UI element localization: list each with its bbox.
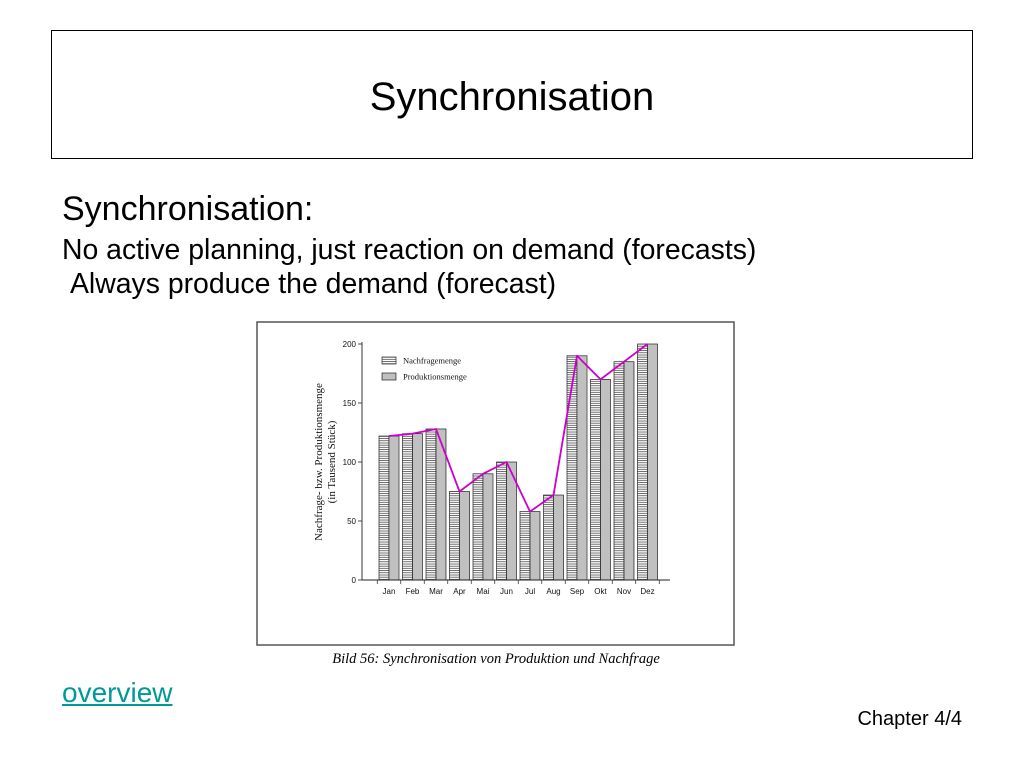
y-axis-label: Nachfrage- bzw. Produktionsmenge: [313, 383, 325, 541]
bar-produktionsmenge: [623, 361, 635, 581]
x-tick-label: Nov: [617, 587, 631, 596]
x-tick-label: Dez: [640, 587, 654, 596]
x-tick-label: Apr: [453, 587, 466, 596]
x-tick-label: Mai: [477, 587, 490, 596]
y-tick-label: 0: [352, 576, 357, 585]
section-heading: Synchronisation:: [62, 190, 314, 228]
bar-nachfragemenge: [590, 379, 601, 581]
legend-swatch-produktionsmenge: [381, 372, 397, 381]
bar-nachfragemenge: [472, 473, 484, 581]
overlay-line: [388, 343, 649, 513]
x-tick-label: Aug: [546, 587, 560, 596]
x-tick-label: Feb: [406, 587, 420, 596]
overview-link[interactable]: overview: [62, 677, 173, 708]
bar-nachfragemenge: [637, 343, 648, 581]
bar-nachfragemenge: [543, 494, 554, 581]
bar-produktionsmenge: [600, 379, 611, 581]
y-tick-label: 100: [343, 458, 357, 467]
bar-produktionsmenge: [412, 433, 423, 581]
figure-caption: Bild 56: Synchronisation von Produktion …: [332, 651, 660, 667]
bar-chart: Nachfrage- bzw. Produktionsmenge (in Tau…: [256, 321, 735, 646]
bullet-line-2: Always produce the demand (forecast): [70, 268, 557, 300]
bullet-line-1: No active planning, just reaction on dem…: [62, 234, 757, 266]
x-tick-label: Sep: [570, 587, 585, 596]
legend-label: Produktionsmenge: [403, 372, 467, 382]
bar-nachfragemenge: [613, 361, 625, 581]
chart-legend: Nachfragemenge Produktionsmenge: [381, 356, 467, 382]
y-axis-unit-label: (in Tausend Stück): [326, 420, 338, 503]
bar-produktionsmenge: [576, 355, 588, 581]
bar-nachfragemenge: [496, 461, 507, 581]
chart-figure: Nachfrage- bzw. Produktionsmenge (in Tau…: [256, 321, 736, 647]
bar-produktionsmenge: [482, 473, 494, 581]
bar-produktionsmenge: [459, 491, 470, 581]
x-tick-label: Jan: [383, 587, 396, 596]
x-tick-label: Mar: [429, 587, 443, 596]
bar-nachfragemenge: [519, 511, 531, 581]
x-tick-label: Jul: [525, 587, 535, 596]
y-tick-label: 150: [343, 399, 357, 408]
slide-title: Synchronisation: [369, 75, 655, 119]
chapter-footer: Chapter 4/4: [857, 708, 962, 730]
title-box: Synchronisation: [51, 30, 973, 159]
y-tick-label: 200: [343, 340, 357, 349]
x-tick-label: Okt: [594, 587, 607, 596]
bar-nachfragemenge: [378, 435, 390, 581]
chart-marks: 0 50 100 150 200 Jan Feb Mar Apr Mai Jun Jul Aug Sep O…: [343, 340, 660, 596]
x-tick-label: Jun: [500, 587, 513, 596]
bar-produktionsmenge: [647, 343, 658, 581]
bar-produktionsmenge: [388, 435, 400, 581]
chart-overlay: [388, 343, 649, 513]
bar-nachfragemenge: [425, 428, 437, 581]
legend-swatch-nachfragemenge: [381, 356, 397, 365]
bar-nachfragemenge: [449, 491, 460, 581]
y-tick-label: 50: [347, 517, 356, 526]
legend-label: Nachfragemenge: [403, 356, 461, 366]
bar-produktionsmenge: [529, 511, 541, 581]
bar-nachfragemenge: [402, 433, 413, 581]
bar-produktionsmenge: [553, 494, 564, 581]
